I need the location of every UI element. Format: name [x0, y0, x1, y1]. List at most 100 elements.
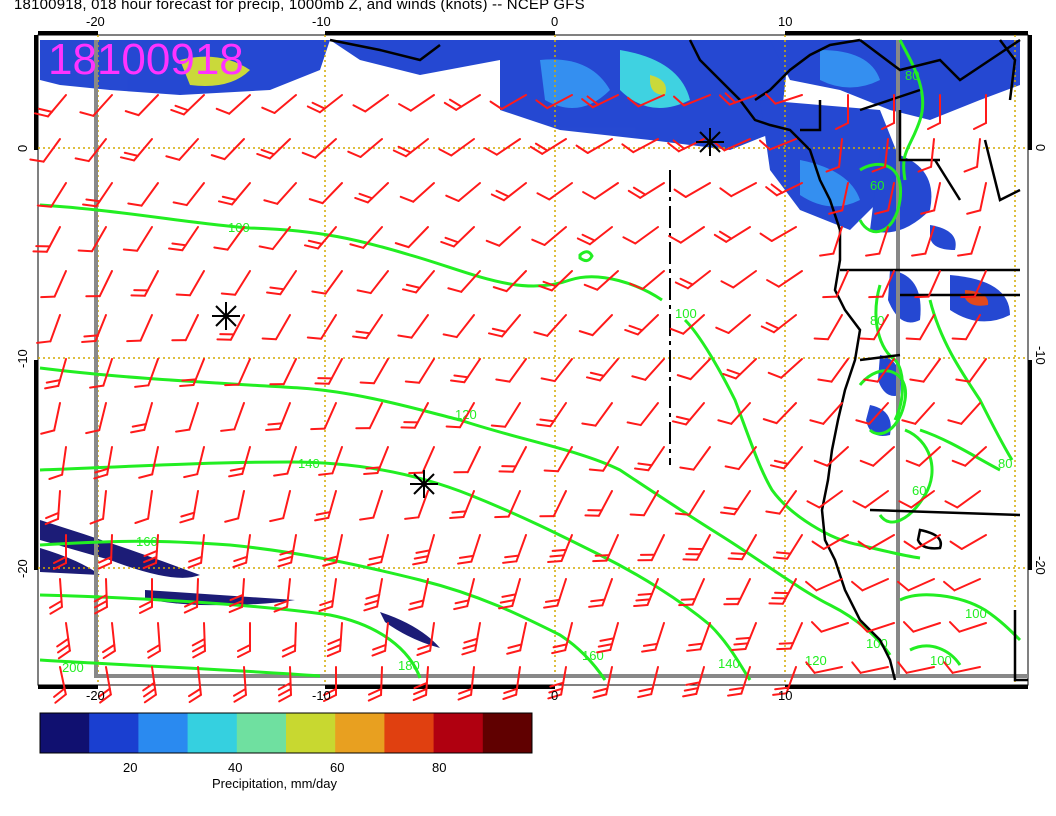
bottom-axis-bar [785, 685, 1028, 689]
wind-barb [720, 270, 757, 289]
wind-barb [621, 138, 659, 154]
wind-barb [220, 402, 245, 432]
wind-barb [89, 490, 107, 525]
wind-barb [682, 666, 705, 698]
wind-barb [314, 358, 343, 385]
wind-barb [277, 666, 292, 703]
wind-barb [397, 314, 429, 339]
wind-barb [863, 358, 895, 383]
wind-barb [502, 666, 521, 700]
wind-barb [717, 402, 751, 425]
lon-label-bottom: 0 [551, 688, 558, 703]
contour-label: 120 [805, 653, 827, 668]
wind-barb [457, 666, 475, 701]
wind-barb [146, 622, 161, 659]
wind-barb [768, 578, 797, 605]
wind-barb [269, 490, 291, 523]
wind-barb [171, 314, 199, 342]
wind-barb [89, 358, 113, 389]
wind-barb [352, 314, 383, 340]
lat-label-left: -10 [15, 349, 30, 368]
wind-barb [767, 358, 803, 379]
wind-barb [228, 446, 251, 478]
wind-barb [769, 446, 803, 470]
wind-barbs [29, 92, 987, 704]
wind-barb [445, 402, 475, 429]
wind-barb [592, 666, 613, 699]
wind-barb [943, 661, 981, 674]
lon-label-top: -20 [86, 14, 105, 29]
wind-barb [531, 226, 567, 246]
wind-barb [216, 314, 245, 341]
wind-barb [401, 270, 435, 294]
wind-barb [592, 534, 619, 563]
wind-barb [575, 138, 613, 154]
wind-barb [492, 270, 527, 293]
wind-barb [897, 661, 935, 674]
lon-label-bottom: -20 [86, 688, 105, 703]
wind-barb [727, 534, 757, 561]
wind-barb [583, 270, 619, 291]
wind-barb [53, 534, 67, 570]
wind-barb [911, 226, 935, 257]
wind-barb [631, 358, 665, 381]
right-axis-bar [1028, 35, 1032, 150]
coastline [329, 38, 1028, 682]
contour-label: 160 [136, 534, 158, 549]
wind-barb [98, 666, 112, 704]
wind-barb [85, 270, 113, 298]
wind-barb [398, 94, 435, 112]
wind-barb [762, 402, 797, 425]
wind-barb [498, 578, 521, 610]
colorbar-label: Precipitation, mm/day [212, 776, 337, 791]
wind-barb [765, 182, 803, 197]
low-asterisk-marker [410, 470, 438, 498]
wind-barb [82, 182, 113, 208]
wind-barb [261, 94, 297, 114]
wind-barb [686, 622, 711, 652]
wind-barb [948, 621, 987, 633]
precip-colorbar [40, 713, 533, 753]
wind-barb [440, 226, 475, 248]
wind-barb [535, 94, 573, 110]
top-axis-bar [785, 31, 1028, 35]
wind-barb [130, 402, 153, 434]
wind-barb [898, 490, 935, 509]
colorbar-swatch [40, 713, 90, 753]
wind-barb [868, 270, 895, 299]
wind-barb [165, 138, 199, 161]
wind-barb [183, 446, 205, 479]
wind-barb [400, 402, 429, 429]
wind-barb [484, 138, 521, 156]
wind-barb [855, 402, 889, 425]
wind-barb [822, 270, 849, 299]
wind-barb [765, 490, 797, 515]
colorbar-tick: 80 [432, 760, 447, 775]
wind-barb [232, 666, 247, 703]
colorbar-swatch [187, 713, 238, 753]
wind-barb [412, 666, 429, 702]
wind-barb [719, 182, 757, 198]
wind-barb [547, 666, 567, 700]
wind-barb [715, 314, 751, 334]
wind-barb [540, 358, 573, 383]
wind-barb [130, 270, 159, 297]
contour-label: 160 [582, 648, 604, 663]
wind-barb [805, 578, 843, 592]
wind-barb [168, 226, 199, 252]
wind-barb [79, 94, 113, 117]
wind-barb [927, 94, 941, 130]
wind-barb [457, 534, 481, 565]
wind-barb [306, 94, 343, 114]
wind-barb [217, 182, 251, 206]
wind-barb [138, 446, 159, 479]
wind-barb [44, 490, 61, 526]
wind-barb [453, 446, 481, 474]
wind-barb [713, 138, 751, 152]
lat-label-right: -20 [1033, 556, 1048, 575]
wind-barb [489, 94, 527, 110]
wind-barb [731, 622, 757, 652]
wind-barb [442, 314, 475, 339]
wind-barb [85, 402, 107, 435]
bottom-axis-bar [38, 685, 98, 689]
